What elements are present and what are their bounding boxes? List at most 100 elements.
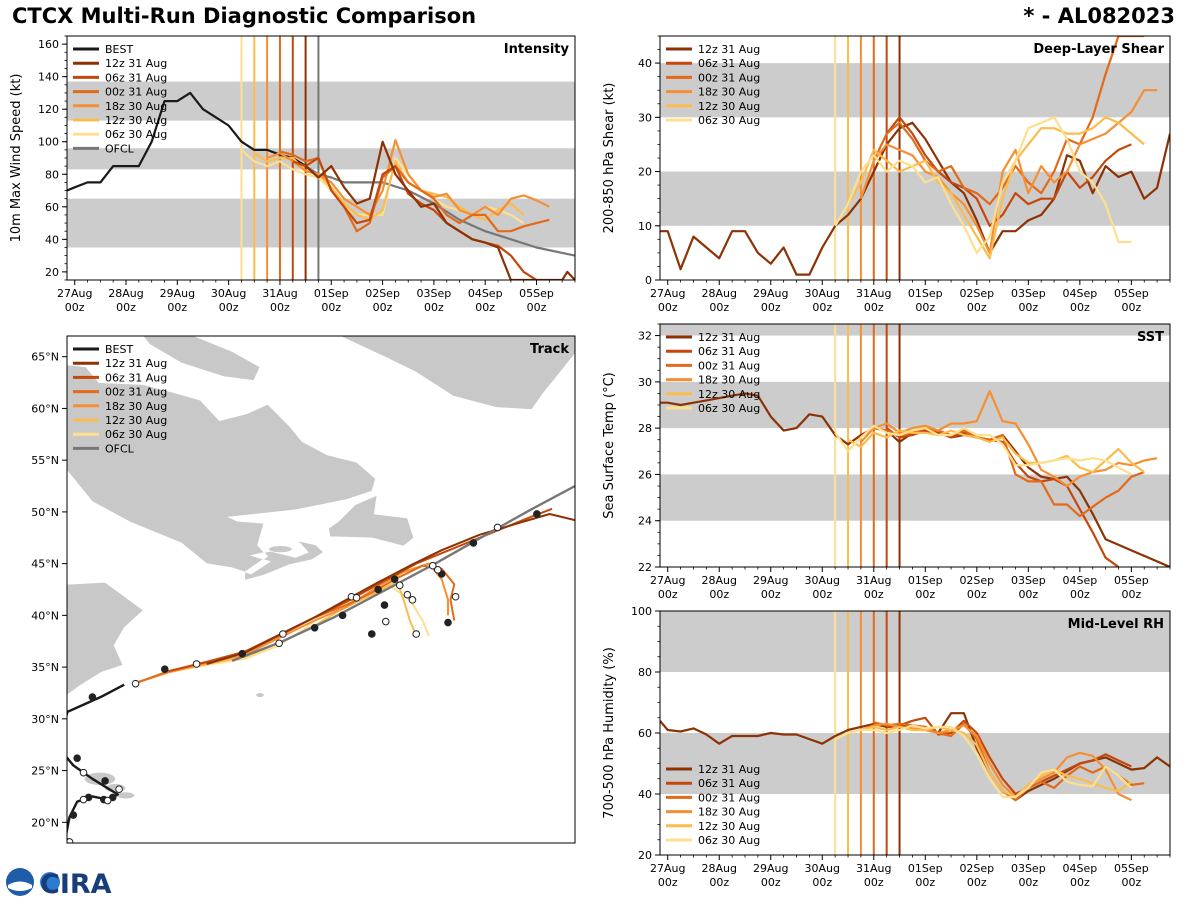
shaded-band bbox=[67, 81, 575, 121]
series-line-06z-31-aug bbox=[886, 716, 1132, 796]
series-line-06z-30-aug bbox=[834, 424, 1132, 476]
y-tick-label: 30 bbox=[638, 376, 652, 389]
x-tick-label-day: 30Aug bbox=[805, 287, 840, 300]
track-position-marker bbox=[79, 768, 88, 777]
track-position-marker bbox=[493, 523, 502, 532]
legend-label-06z-30-aug: 06z 30 Aug bbox=[105, 428, 167, 441]
land-greenland bbox=[339, 336, 575, 410]
y-tick-label: 10 bbox=[638, 220, 652, 233]
track-position-marker bbox=[238, 649, 247, 658]
legend-label-18z-30-aug: 18z 30 Aug bbox=[105, 400, 167, 413]
intensity-series bbox=[67, 91, 575, 280]
y-tick-label: 140 bbox=[38, 71, 59, 84]
x-tick-label-day: 28Aug bbox=[702, 574, 737, 587]
x-tick-label-day: 31Aug bbox=[856, 287, 891, 300]
y-tick-label: 20 bbox=[45, 266, 59, 279]
x-tick-label-hour: 00z bbox=[864, 876, 884, 889]
y-tick-label: 80 bbox=[638, 666, 652, 679]
legend-label-00z-31-aug: 00z 31 Aug bbox=[105, 86, 167, 99]
x-tick-label-day: 30Aug bbox=[211, 287, 246, 300]
track-position-marker bbox=[338, 611, 347, 620]
rh-series bbox=[660, 712, 1170, 802]
x-tick-label-day: 04Sep bbox=[1062, 287, 1097, 300]
track-position-marker bbox=[408, 596, 417, 604]
series-line-06z-30-aug bbox=[834, 724, 1133, 799]
legend-label-12z-30-aug: 12z 30 Aug bbox=[698, 388, 760, 401]
x-tick-label-hour: 00z bbox=[475, 301, 495, 314]
legend-label-12z-31-aug: 12z 31 Aug bbox=[105, 357, 167, 370]
track-position-marker bbox=[275, 639, 283, 648]
map-frame bbox=[66, 335, 576, 844]
lat-tick-label: 30°N bbox=[31, 713, 59, 726]
series-line-12z-30-aug bbox=[847, 116, 1145, 260]
x-tick-label-hour: 00z bbox=[967, 301, 987, 314]
y-tick-label: 30 bbox=[638, 111, 652, 124]
legend-label-06z-30-aug: 06z 30 Aug bbox=[698, 402, 760, 415]
y-tick-label: 26 bbox=[638, 468, 652, 481]
shear-panel: 01020304027Aug00z28Aug00z29Aug00z30Aug00… bbox=[602, 35, 1171, 314]
rh-panel: 2040608010027Aug00z28Aug00z29Aug00z30Aug… bbox=[602, 605, 1171, 889]
y-tick-label: 22 bbox=[638, 561, 652, 574]
track-position-marker bbox=[395, 581, 404, 590]
intensity-panel: 2040608010012014016027Aug00z28Aug00z29Au… bbox=[9, 35, 576, 314]
legend-label-18z-30-aug: 18z 30 Aug bbox=[698, 86, 760, 99]
shaded-band bbox=[660, 733, 1170, 794]
legend-label-18z-30-aug: 18z 30 Aug bbox=[698, 806, 760, 819]
shaded-band bbox=[660, 324, 1170, 336]
x-tick-label-hour: 00z bbox=[864, 588, 884, 601]
y-axis-label: 700-500 hPa Humidity (%) bbox=[602, 647, 617, 819]
series-line-06z-30-aug bbox=[834, 116, 1132, 254]
panel-title: Track bbox=[530, 342, 569, 357]
x-tick-label-hour: 00z bbox=[424, 301, 444, 314]
track-position-marker bbox=[160, 665, 169, 673]
y-tick-label: 20 bbox=[638, 166, 652, 179]
shaded-band bbox=[660, 381, 1170, 429]
x-tick-label-day: 28Aug bbox=[702, 287, 737, 300]
series-line-12z-31-aug bbox=[660, 121, 1170, 276]
x-tick-label-hour: 00z bbox=[270, 301, 290, 314]
track-position-marker bbox=[279, 630, 287, 638]
legend-label-12z-30-aug: 12z 30 Aug bbox=[105, 414, 167, 427]
x-tick-label-day: 02Sep bbox=[959, 287, 994, 300]
x-tick-label-day: 05Sep bbox=[1114, 862, 1149, 875]
legend-label-06z-31-aug: 06z 31 Aug bbox=[698, 345, 760, 358]
x-tick-label-hour: 00z bbox=[1070, 301, 1090, 314]
cira-logo: CIRA bbox=[4, 866, 114, 900]
x-tick-label-hour: 00z bbox=[1070, 876, 1090, 889]
x-tick-label-day: 27Aug bbox=[57, 287, 92, 300]
x-tick-label-day: 30Aug bbox=[805, 574, 840, 587]
x-tick-label-day: 05Sep bbox=[1114, 287, 1149, 300]
x-tick-label-day: 27Aug bbox=[650, 574, 685, 587]
track-position-marker bbox=[403, 590, 412, 599]
track-position-marker bbox=[589, 537, 596, 544]
legend-label-ofcl: OFCL bbox=[105, 442, 135, 455]
x-tick-label-hour: 00z bbox=[167, 301, 187, 314]
track-position-marker bbox=[73, 754, 81, 762]
track-position-marker bbox=[381, 617, 390, 626]
legend-label-00z-31-aug: 00z 31 Aug bbox=[698, 791, 760, 804]
x-tick-label-day: 28Aug bbox=[108, 287, 143, 300]
x-tick-label-hour: 00z bbox=[219, 301, 239, 314]
x-tick-label-day: 27Aug bbox=[650, 287, 685, 300]
legend-label-12z-30-aug: 12z 30 Aug bbox=[105, 114, 167, 127]
x-tick-label-day: 29Aug bbox=[753, 574, 788, 587]
x-tick-label-day: 02Sep bbox=[959, 862, 994, 875]
x-tick-label-day: 03Sep bbox=[417, 287, 452, 300]
land-island bbox=[256, 692, 264, 698]
storm-id: * - AL082023 bbox=[1023, 4, 1175, 28]
series-line-12z-30-aug bbox=[847, 725, 1133, 799]
x-tick-label-hour: 00z bbox=[65, 301, 85, 314]
track-position-marker bbox=[390, 575, 399, 583]
legend-label-12z-30-aug: 12z 30 Aug bbox=[698, 100, 760, 113]
track-position-marker bbox=[533, 510, 541, 518]
y-tick-label: 28 bbox=[638, 422, 652, 435]
sst-series bbox=[660, 390, 1170, 567]
legend-label-00z-31-aug: 00z 31 Aug bbox=[105, 386, 167, 399]
x-tick-label-day: 31Aug bbox=[856, 862, 891, 875]
cira-logo-text: CIRA bbox=[40, 869, 112, 898]
x-tick-label-day: 31Aug bbox=[262, 287, 297, 300]
shear-series bbox=[660, 36, 1170, 276]
track-position-marker bbox=[451, 592, 460, 601]
track-position-marker bbox=[79, 795, 88, 804]
track-position-marker bbox=[374, 585, 382, 594]
